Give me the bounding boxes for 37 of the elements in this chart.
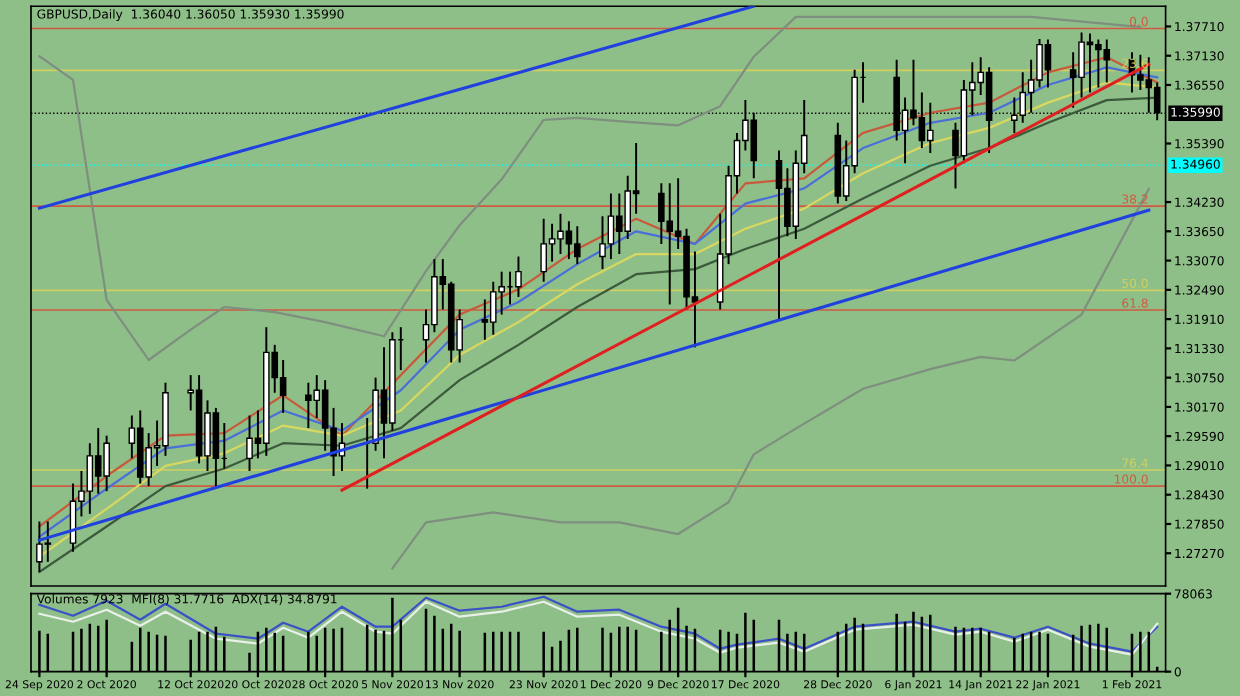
candlestick [540,217,547,283]
candlestick [36,520,43,573]
candlestick [1103,38,1111,84]
candlestick [599,215,606,271]
candlestick [624,174,632,240]
candlestick [246,414,253,472]
line-series [391,187,1150,570]
candlestick [498,270,505,316]
candlestick [565,220,573,261]
candlestick [305,381,312,430]
candlestick [1078,31,1085,99]
candlestick [1036,38,1043,89]
candlestick [321,379,329,452]
candlestick [666,182,674,306]
candlestick [658,182,665,245]
candlestick [784,167,791,238]
candlestick [481,298,489,341]
candlestick [279,359,287,414]
candlestick [489,280,497,336]
candlestick [94,427,102,495]
candlestick [86,442,94,515]
candlestick [557,212,564,255]
candlestick [103,434,110,493]
candlestick [145,432,152,488]
candlestick [515,255,522,298]
candlestick [1145,56,1153,114]
candlestick [775,149,783,322]
candlestick [44,520,52,563]
candlestick [607,192,615,261]
candlestick [212,406,220,488]
candlestick [380,346,388,460]
candlestick [431,258,438,334]
candlestick [573,225,581,266]
candlestick [1095,38,1102,89]
candlestick [1086,32,1094,94]
candlestick [1044,38,1052,89]
candlestick [616,192,623,255]
